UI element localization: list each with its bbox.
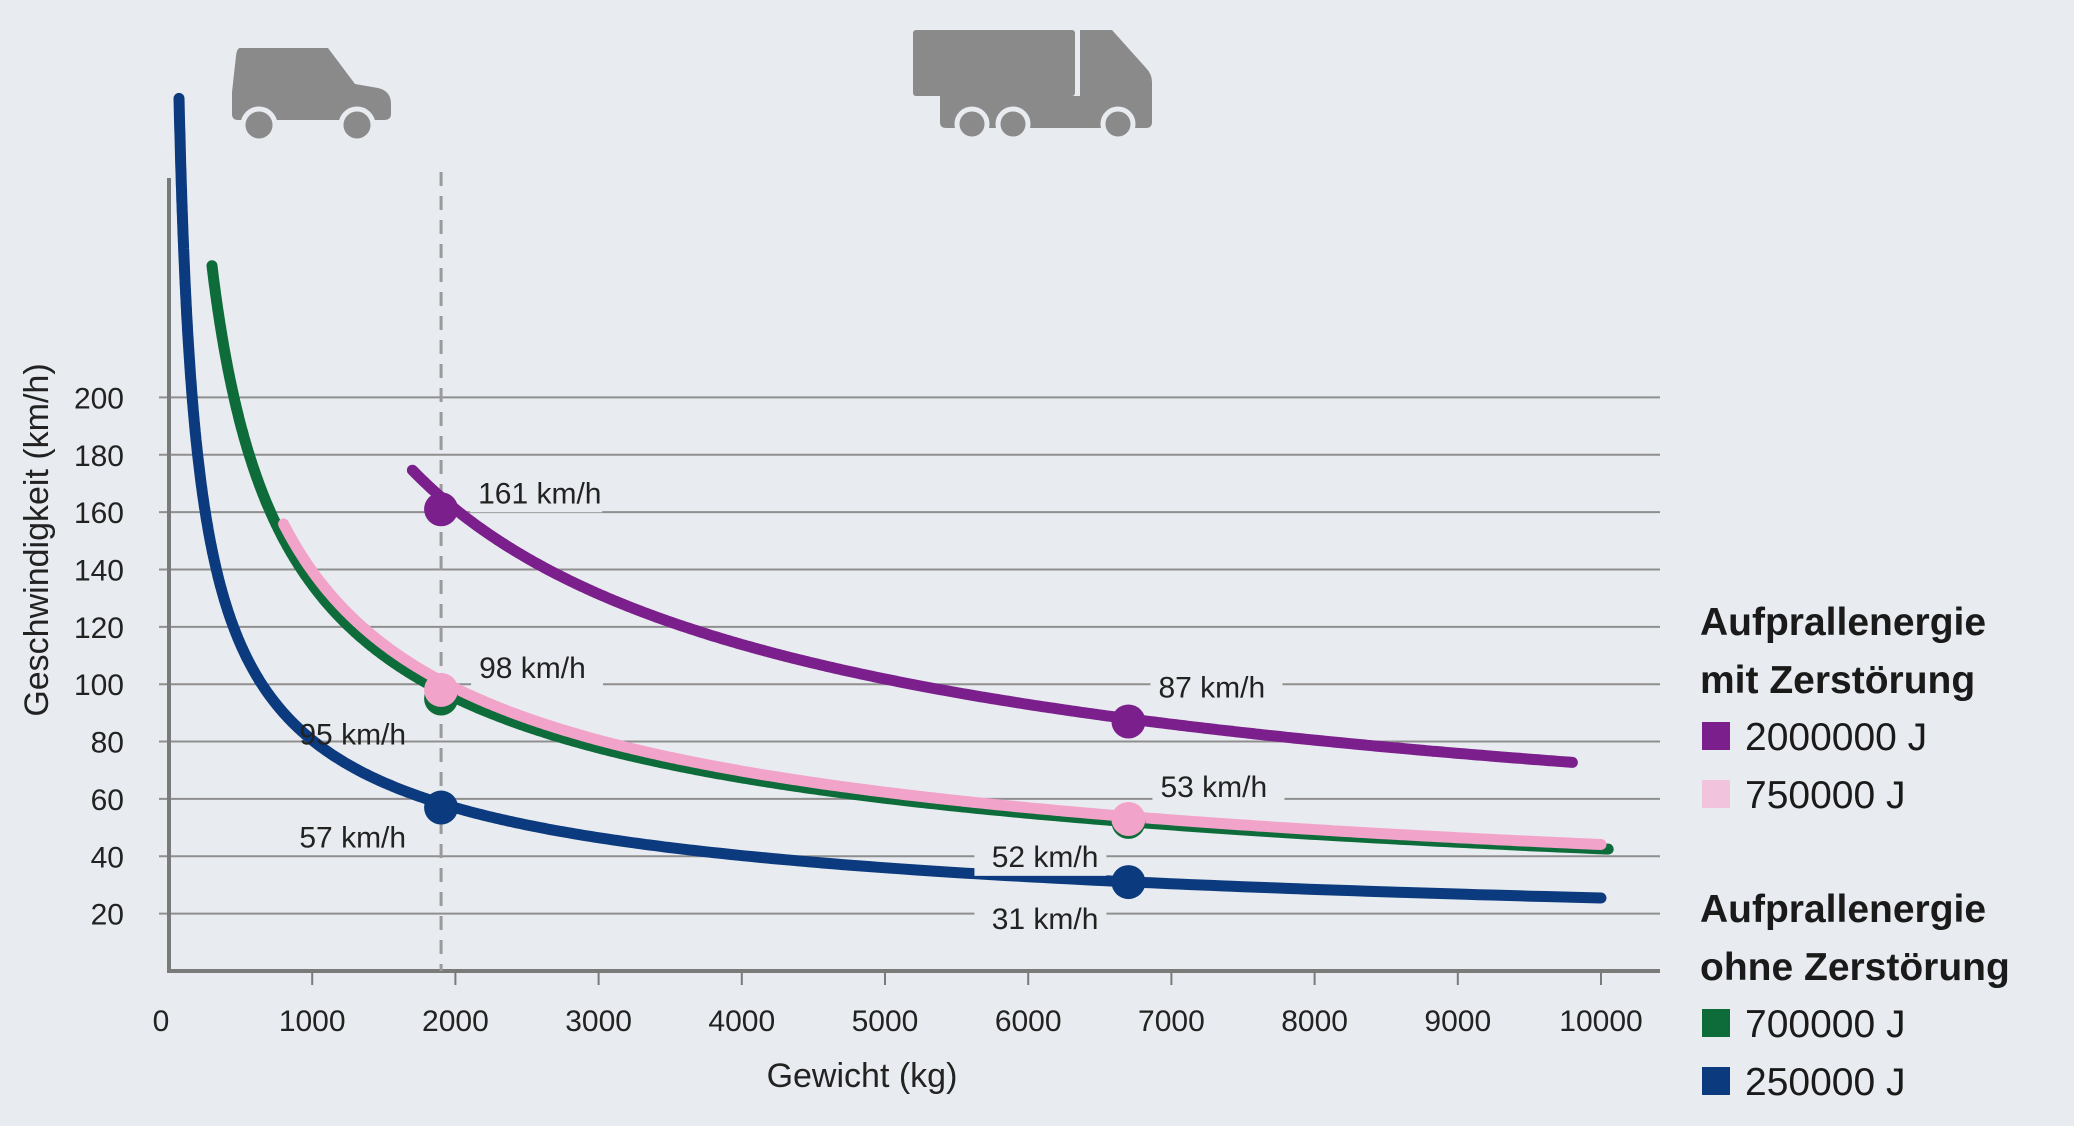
- x-tick-label-2000: 2000: [422, 1005, 489, 1038]
- x-tick-label-7000: 7000: [1138, 1005, 1205, 1038]
- x-axis-title: Gewicht (kg): [767, 1057, 958, 1095]
- truck-icon: [913, 30, 1152, 142]
- y-tick-label-180: 180: [74, 440, 124, 473]
- y-tick-label-160: 160: [74, 497, 124, 530]
- y-tick-label-80: 80: [91, 727, 124, 760]
- point-87-km-h: [1111, 704, 1146, 739]
- legend: Aufprallenergie mit Zerstörung 2000000 J…: [1700, 601, 2010, 1104]
- annotation-57-km-h: 57 km/h: [299, 822, 406, 855]
- legend-group2-title-line1: Aufprallenergie: [1700, 888, 1986, 931]
- point-161-km-h: [424, 492, 459, 527]
- legend-swatch-250000: [1702, 1067, 1730, 1095]
- legend-group1-title-line1: Aufprallenergie: [1700, 601, 1986, 644]
- annotation-87-km-h: 87 km/h: [1158, 671, 1265, 704]
- car-icon: [232, 48, 391, 144]
- annotation-bg-53-km-h: [1152, 767, 1285, 806]
- x-tick-label-0: 0: [153, 1005, 170, 1038]
- y-tick-label-140: 140: [74, 554, 124, 587]
- data-points: [424, 492, 1146, 900]
- axes: [167, 178, 1660, 985]
- y-tick-label-40: 40: [91, 841, 124, 874]
- point-31-km-h: [1111, 865, 1146, 900]
- annotations: 161 km/h 98 km/h 95 km/h 57 km/h 87 km/h 53 k…: [299, 474, 1285, 939]
- x-tick-label-5000: 5000: [852, 1005, 919, 1038]
- x-tick-label-6000: 6000: [995, 1005, 1062, 1038]
- annotation-53-km-h: 53 km/h: [1160, 771, 1267, 804]
- annotation-bg-31-km-h: [974, 900, 1107, 939]
- y-tick-label-200: 200: [74, 382, 124, 415]
- series-line-700000: [206, 260, 1614, 855]
- series-line-750000: [278, 518, 1607, 850]
- legend-swatch-700000: [1702, 1009, 1730, 1037]
- series-line-250000: [173, 92, 1607, 904]
- x-tick-label-4000: 4000: [708, 1005, 775, 1038]
- legend-group1-title-line2: mit Zerstörung: [1700, 659, 1975, 702]
- annotation-161-km-h: 161 km/h: [478, 477, 601, 510]
- annotation-bg-52-km-h: [974, 837, 1107, 876]
- x-tick-label-9000: 9000: [1424, 1005, 1491, 1038]
- y-axis-title: Geschwindigkeit (km/h): [18, 363, 56, 716]
- annotation-95-km-h: 95 km/h: [299, 719, 406, 752]
- legend-label-750000: 750000 J: [1745, 774, 1905, 817]
- x-tick-label-8000: 8000: [1281, 1005, 1348, 1038]
- series-line-2000000: [406, 464, 1578, 768]
- annotation-bg-87-km-h: [1150, 668, 1283, 707]
- legend-group2-title-line2: ohne Zerstörung: [1700, 946, 2010, 989]
- y-tick-label-100: 100: [74, 669, 124, 702]
- x-tick-label-3000: 3000: [565, 1005, 632, 1038]
- annotation-bg-161-km-h: [470, 474, 603, 513]
- legend-swatch-750000: [1702, 780, 1730, 808]
- annotation-31-km-h: 31 km/h: [992, 903, 1099, 936]
- y-tick-label-20: 20: [91, 899, 124, 932]
- x-tick-label-1000: 1000: [279, 1005, 346, 1038]
- y-tick-label-60: 60: [91, 784, 124, 817]
- point-98-km-h: [424, 672, 459, 707]
- point-57-km-h: [424, 790, 459, 825]
- legend-label-250000: 250000 J: [1745, 1061, 1905, 1104]
- legend-label-2000000: 2000000 J: [1745, 716, 1927, 759]
- legend-swatch-2000000: [1702, 722, 1730, 750]
- series-lines: [173, 92, 1614, 904]
- annotation-52-km-h: 52 km/h: [992, 841, 1099, 874]
- x-tick-label-10000: 10000: [1559, 1005, 1642, 1038]
- legend-label-700000: 700000 J: [1745, 1003, 1905, 1046]
- annotation-98-km-h: 98 km/h: [479, 652, 586, 685]
- y-tick-label-120: 120: [74, 612, 124, 645]
- annotation-bg-98-km-h: [471, 648, 604, 687]
- point-53-km-h: [1111, 801, 1146, 836]
